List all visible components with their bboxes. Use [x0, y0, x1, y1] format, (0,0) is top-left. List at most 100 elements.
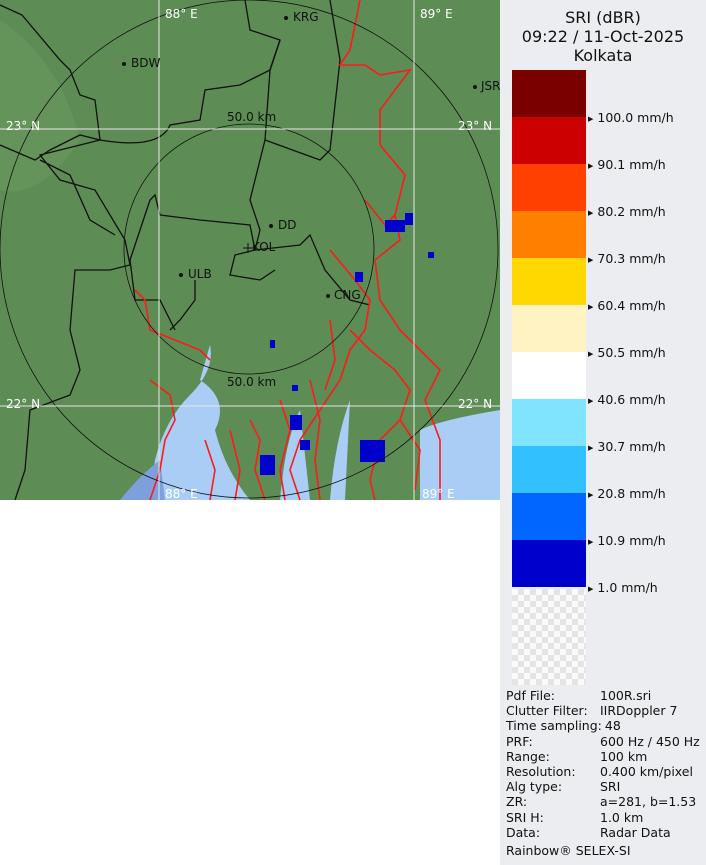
datetime: 09:22 / 11-Oct-2025: [521, 27, 685, 46]
pointer-icon: ▶: [588, 396, 594, 405]
info-row: Data: Radar Data: [506, 825, 704, 840]
legend-band: [512, 211, 586, 258]
legend-label: ▶ 80.2 mm/h: [588, 204, 666, 219]
district-boundaries: [0, 0, 371, 500]
info-value: a=281, b=1.53: [600, 794, 697, 810]
legend-value: 60.4 mm/h: [597, 298, 666, 313]
hooghly-estuary: [150, 345, 250, 500]
grid-label: 88° E: [165, 7, 198, 21]
city-label: JSR: [480, 79, 500, 93]
info-row: ZR: a=281, b=1.53: [506, 794, 704, 809]
info-key: Range:: [506, 748, 550, 764]
legend-label: ▶ 100.0 mm/h: [588, 110, 674, 125]
info-key: Alg type:: [506, 779, 563, 795]
info-key: SRI H:: [506, 809, 544, 825]
city-label: KRG: [293, 10, 319, 24]
legend-value: 30.7 mm/h: [597, 439, 666, 454]
info-row: PRF: 600 Hz / 450 Hz: [506, 734, 704, 749]
land-background: [0, 0, 500, 500]
legend-band: [512, 70, 586, 117]
city-label: KOL: [252, 240, 276, 254]
range-rings: [0, 0, 499, 499]
terrain-shade: [0, 20, 80, 192]
pointer-icon: ▶: [588, 161, 594, 170]
legend-label: ▶ 20.8 mm/h: [588, 486, 666, 501]
pointer-icon: ▶: [588, 114, 594, 123]
info-key: PRF:: [506, 733, 533, 749]
legend-value: 70.3 mm/h: [597, 251, 666, 266]
grid-label: 88° E: [165, 487, 198, 500]
info-value: 100 km: [600, 748, 648, 764]
info-value: 1.0 km: [600, 809, 644, 825]
legend-panel: SRI (dBR) 09:22 / 11-Oct-2025 Kolkata ▶ 1…: [500, 0, 706, 865]
info-value: SRI: [600, 779, 621, 795]
info-row: Range: 100 km: [506, 749, 704, 764]
lat-lon-grid: [0, 0, 500, 500]
legend-value: 10.9 mm/h: [597, 533, 666, 548]
legend-label: ▶ 90.1 mm/h: [588, 157, 666, 172]
product-title: SRI (dBR): [565, 8, 641, 27]
pointer-icon: ▶: [588, 255, 594, 264]
legend-label: ▶ 10.9 mm/h: [588, 533, 666, 548]
info-key: Resolution:: [506, 764, 576, 780]
legend-value: 90.1 mm/h: [597, 157, 666, 172]
legend-band: [512, 164, 586, 211]
legend-value: 50.5 mm/h: [597, 345, 666, 360]
range-label: 50.0 km: [227, 110, 276, 124]
info-key: ZR:: [506, 794, 528, 810]
legend-band: [512, 258, 586, 305]
info-row: Pdf File: 100R.sri: [506, 688, 704, 703]
pointer-icon: ▶: [588, 208, 594, 217]
grid-label: 22° N: [458, 397, 492, 411]
pointer-icon: ▶: [588, 490, 594, 499]
city-label: CNG: [334, 288, 361, 302]
site-name: Kolkata: [573, 46, 633, 65]
pointer-icon: ▶: [588, 584, 594, 593]
info-value: 48: [604, 718, 621, 734]
pointer-icon: ▶: [588, 302, 594, 311]
legend-band: [512, 117, 586, 164]
outer-range-ring: [0, 0, 499, 499]
legend-band: [512, 493, 586, 540]
delta-water: [280, 400, 500, 500]
legend-label: ▶ 30.7 mm/h: [588, 439, 666, 454]
info-key: Clutter Filter:: [506, 703, 588, 719]
no-data-swatch: [512, 589, 586, 685]
grid-label: 89° E: [420, 7, 453, 21]
grid-label: 22° N: [6, 397, 40, 411]
inner-range-ring: [123, 123, 375, 375]
legend-value: 20.8 mm/h: [597, 486, 666, 501]
info-row: Alg type: SRI: [506, 779, 704, 794]
legend-label: ▶ 70.3 mm/h: [588, 251, 666, 266]
info-row: SRI H: 1.0 km: [506, 810, 704, 825]
legend-label: ▶ 60.4 mm/h: [588, 298, 666, 313]
legend-band: [512, 305, 586, 352]
legend-value: 40.6 mm/h: [597, 392, 666, 407]
pointer-icon: ▶: [588, 443, 594, 452]
radar-map[interactable]: 88° E 89° E 88° E 89° E 23° N 23° N 22° …: [0, 0, 500, 500]
info-value: 100R.sri: [600, 688, 652, 703]
legend-value: 100.0 mm/h: [597, 110, 674, 125]
footer-brand: Rainbow® SELEX-SI: [506, 843, 631, 859]
legend-label: ▶ 50.5 mm/h: [588, 345, 666, 360]
info-key: Time sampling:: [506, 718, 602, 734]
legend-label: ▶ 40.6 mm/h: [588, 392, 666, 407]
legend-band: [512, 540, 586, 587]
legend-value: 80.2 mm/h: [597, 204, 666, 219]
city-label: DD: [278, 218, 296, 232]
grid-label: 89° E: [422, 487, 455, 500]
pointer-icon: ▶: [588, 349, 594, 358]
legend-band: [512, 446, 586, 493]
grid-label: 23° N: [6, 119, 40, 133]
legend-band: [512, 399, 586, 446]
info-row: Clutter Filter: IIRDoppler 7: [506, 703, 704, 718]
pointer-icon: ▶: [588, 537, 594, 546]
info-key: Pdf File:: [506, 688, 555, 703]
info-value: 600 Hz / 450 Hz: [600, 733, 700, 749]
city-label: ULB: [188, 267, 212, 281]
grid-label: 23° N: [458, 119, 492, 133]
rain-echoes: [260, 213, 434, 475]
info-row: Resolution: 0.400 km/pixel: [506, 764, 704, 779]
info-value: Radar Data: [600, 824, 671, 840]
info-table: Pdf File: 100R.sri Clutter Filter: IIRDoppl…: [506, 688, 704, 858]
